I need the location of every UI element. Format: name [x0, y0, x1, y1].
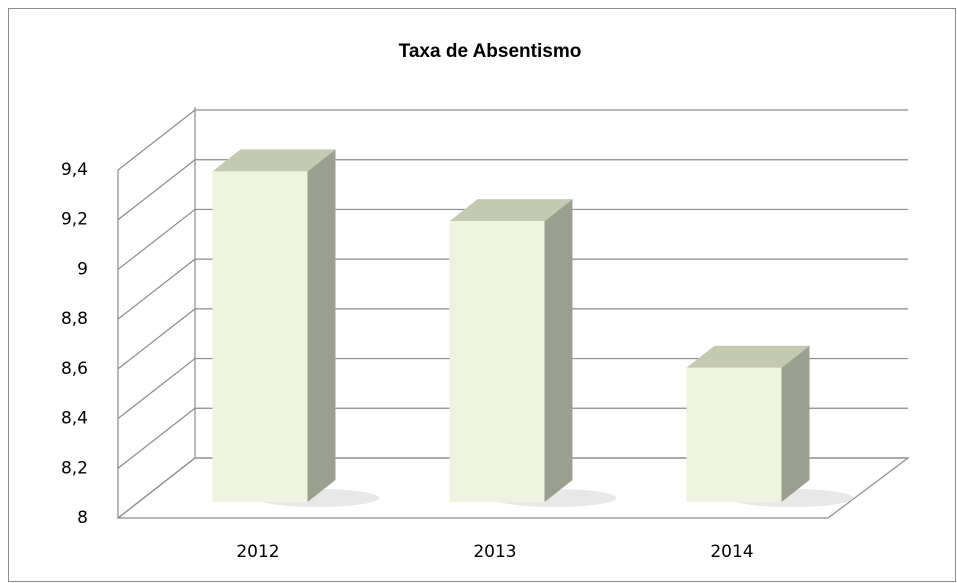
bar-side: [781, 345, 810, 502]
grid-line: [117, 308, 908, 370]
chart-title: Taxa de Absentismo: [399, 41, 582, 62]
x-tick-label: 2012: [236, 542, 279, 562]
grid-line: [117, 109, 908, 171]
x-tick-label: 2013: [473, 542, 516, 562]
grid-line: [117, 258, 908, 320]
y-tick-label: 8,8: [61, 309, 88, 329]
x-tick-label: 2014: [710, 542, 753, 562]
y-tick-label: 8,2: [61, 458, 88, 478]
grid-line: [117, 208, 908, 270]
bar-side: [544, 199, 573, 502]
bar-side: [307, 149, 336, 502]
bar: [449, 221, 545, 502]
grid-line: [117, 357, 908, 420]
grid-line: [117, 407, 908, 469]
y-tick-label: 9,4: [61, 160, 88, 180]
y-tick-label: 8,4: [61, 409, 88, 429]
y-tick-label: 9: [77, 259, 88, 279]
y-tick-label: 8: [77, 508, 88, 528]
bar-top: [212, 149, 336, 172]
bar-top: [686, 345, 810, 368]
bar: [212, 171, 308, 502]
y-tick-label: 9,2: [61, 210, 88, 230]
y-tick-label: 8,6: [61, 359, 88, 379]
grid-line: [117, 159, 908, 221]
bar-top: [449, 199, 573, 222]
grid-line: [117, 457, 908, 519]
bar: [686, 367, 782, 502]
